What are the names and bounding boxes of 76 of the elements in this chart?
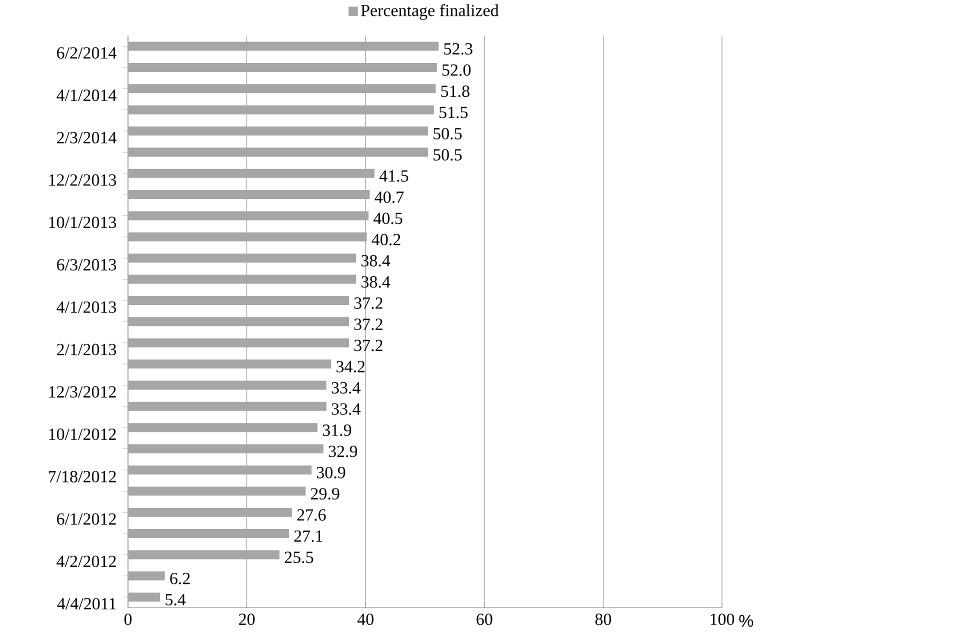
data-label: 30.9 (316, 466, 346, 478)
x-tick-label: 80 (595, 614, 612, 626)
x-axis-title: % (739, 614, 754, 627)
bar (128, 168, 375, 178)
y-tick-label: 6/3/2013 (57, 259, 116, 271)
bar (128, 296, 349, 305)
data-label: 52.0 (442, 64, 471, 76)
y-tick-label: 2/3/2014 (57, 132, 116, 144)
data-label: 29.9 (310, 488, 340, 500)
bar (128, 126, 428, 136)
data-label: 25.5 (284, 552, 314, 564)
data-label: 40.2 (372, 234, 400, 246)
bar (128, 105, 434, 114)
bar (128, 550, 280, 560)
data-label: 37.2 (354, 340, 382, 352)
bar (128, 402, 326, 411)
bar (128, 148, 428, 157)
bar (128, 338, 349, 348)
y-tick-label: 10/1/2012 (49, 428, 116, 440)
data-label: 51.5 (439, 106, 468, 118)
bar (128, 592, 160, 602)
bar (128, 360, 332, 369)
data-label: 6.2 (170, 572, 190, 584)
data-label: 34.2 (336, 360, 365, 372)
bar (128, 486, 306, 496)
bar (128, 423, 318, 432)
x-tick-label: 0 (124, 614, 132, 626)
x-tick-label: 100 (710, 614, 734, 626)
data-label: 32.9 (328, 446, 358, 458)
y-tick-label: 4/2/2012 (56, 556, 116, 568)
data-label: 38.4 (362, 276, 390, 288)
y-tick-label: 10/1/2013 (49, 216, 116, 228)
bar (128, 317, 349, 326)
y-tick-label: 12/3/2012 (49, 386, 116, 398)
bar (128, 42, 439, 51)
y-tick-label: 6/2/2014 (57, 47, 116, 59)
bar (128, 62, 437, 72)
data-label: 40.5 (374, 212, 402, 224)
x-tick-label: 40 (357, 614, 374, 626)
data-label: 33.4 (332, 382, 360, 394)
bar (128, 444, 324, 454)
data-label: 41.5 (379, 170, 408, 182)
bar (128, 254, 356, 263)
data-label: 37.2 (354, 318, 382, 330)
bar (128, 571, 165, 580)
data-label: 33.4 (332, 403, 360, 415)
y-tick-label: 7/18/2012 (48, 470, 116, 482)
bar (128, 465, 312, 474)
bar (128, 274, 356, 284)
bar (128, 529, 289, 538)
legend-label: Percentage finalized (361, 4, 499, 20)
y-tick-label: 4/4/2011 (57, 598, 116, 610)
data-label: 27.6 (297, 509, 326, 521)
bar (128, 508, 292, 517)
data-label: 50.5 (434, 128, 462, 140)
x-tick-label: 20 (239, 614, 255, 626)
y-tick-label: 12/2/2013 (49, 174, 116, 186)
data-label: 50.5 (434, 149, 462, 161)
bar (128, 84, 436, 94)
data-label: 31.9 (322, 424, 352, 436)
data-label: 37.2 (354, 297, 382, 309)
bar (128, 211, 369, 220)
data-label: 27.1 (294, 530, 322, 542)
y-tick-label: 4/1/2013 (56, 301, 116, 313)
bar (128, 190, 370, 200)
data-label: 40.7 (374, 191, 404, 204)
bar (128, 380, 326, 390)
y-tick-label: 6/1/2012 (57, 513, 116, 525)
y-tick-label: 4/1/2014 (56, 90, 116, 102)
data-label: 52.3 (444, 43, 472, 55)
y-tick-label: 2/1/2013 (57, 344, 116, 356)
data-label: 5.4 (166, 594, 186, 606)
bar (128, 232, 367, 242)
data-label: 38.4 (362, 255, 390, 267)
x-tick-label: 60 (476, 614, 492, 626)
data-label: 51.8 (441, 86, 470, 98)
